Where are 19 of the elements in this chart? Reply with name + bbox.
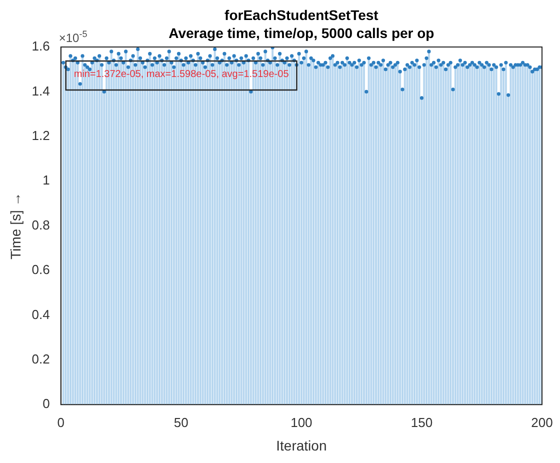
y-tick-label: 1.6 xyxy=(32,38,50,54)
x-axis-title: Iteration xyxy=(276,437,327,454)
x-tick-label: 0 xyxy=(57,414,64,430)
y-tick-label: 0.6 xyxy=(32,262,50,278)
y-tick-label: 1.4 xyxy=(32,83,50,98)
chart-subtitle: Average time, time/op, 5000 calls per op xyxy=(168,25,434,41)
chart-title: forEachStudentSetTest xyxy=(224,7,379,23)
y-tick-label: 0 xyxy=(42,396,50,412)
y-tick-label: 0.4 xyxy=(32,306,50,322)
y-tick-label: 1.2 xyxy=(32,128,50,143)
annotation: min=1.372e-05, max=1.598e-05, avg=1.519e-05 xyxy=(74,69,290,80)
y-tick-label: 0.2 xyxy=(32,351,50,366)
x-tick-label: 150 xyxy=(410,414,433,430)
x-tick-label: 50 xyxy=(174,414,188,430)
y-axis-title: Time [s] → xyxy=(7,192,24,260)
y-tick-label: 0.8 xyxy=(32,217,50,232)
x-tick-label: 100 xyxy=(290,414,312,430)
x-tick-label: 200 xyxy=(531,414,553,430)
y-tick-label: 1 xyxy=(42,172,50,188)
